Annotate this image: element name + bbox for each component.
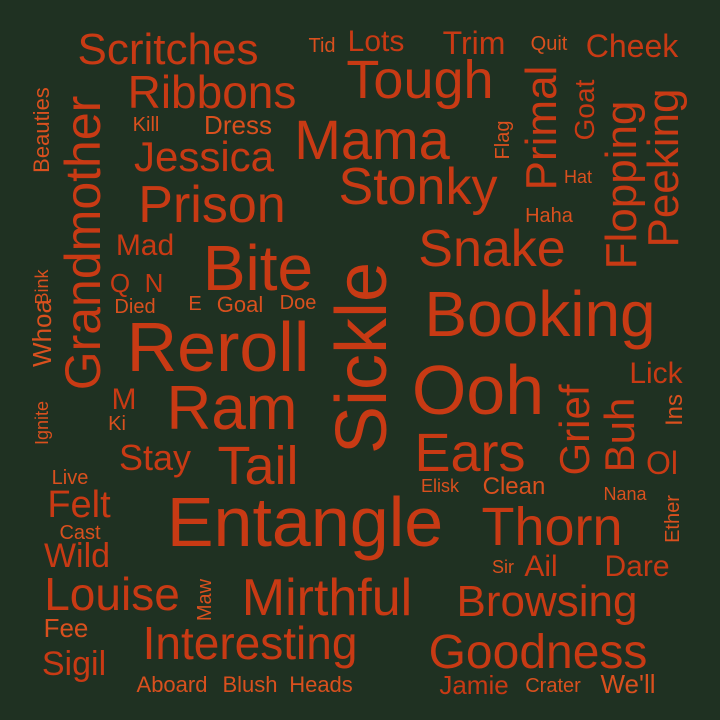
word: Snake [418,220,566,278]
word: Cheek [585,28,679,64]
word: Louise [44,568,180,620]
word: Goal [216,292,264,317]
word: We'll [600,669,656,699]
word: Kill [132,114,160,136]
word: Aboard [136,672,208,697]
word: Lick [629,357,683,390]
word: Ki [108,413,126,435]
word: Mirthful [241,569,413,627]
word: Stay [118,437,192,478]
word: Doe [279,292,317,314]
word: Peeking [639,88,688,248]
word: Blush [222,672,278,697]
word: Dare [604,550,670,583]
word: Ol [646,445,678,481]
word: Scritches [77,25,259,74]
word: Felt [47,484,111,526]
word: Maw [194,578,216,622]
word: Flag [492,120,514,160]
word: Live [51,467,89,489]
word: E [188,293,202,315]
word: Jamie [439,670,509,700]
word: Hat [563,167,593,187]
word: Interesting [142,617,358,669]
word: Flopping [597,100,646,270]
word: Heads [289,672,353,697]
word: Primal [517,65,566,191]
word: Ins [661,393,688,427]
word: Ignite [32,400,52,446]
word: Bite [202,232,314,304]
word: Quit [530,33,568,55]
word: Goat [569,79,600,141]
word: Ooh [411,351,545,429]
word: Sickle [322,261,402,455]
word: Died [114,296,156,318]
word: Grief [551,384,598,476]
word: Stonky [338,158,498,216]
word: Lots [347,25,405,58]
word: Reroll [126,308,310,386]
word: Jessica [133,133,275,180]
word: N [144,268,164,298]
word: Ram [166,374,298,443]
word: Grandmother [55,95,111,391]
word: Sir [492,557,514,577]
word: Ether [662,495,684,543]
word: Haha [525,205,573,227]
word: M [111,383,137,416]
word: Tail [217,436,299,496]
word: Goodness [428,626,648,679]
word: Ribbons [127,66,297,118]
word: Buh [596,397,643,473]
word: Prison [138,176,286,234]
word: Dress [204,110,272,140]
word: Fee [43,613,89,643]
word: Tough [346,50,494,110]
word: Thorn [481,497,623,557]
word: Elisk [420,476,460,496]
word: Q [109,268,131,298]
word: Mad [115,229,175,262]
word: Trim [442,25,506,61]
word: Mama [294,108,450,171]
word: Ears [414,423,526,483]
word: Booking [424,278,656,350]
word: Sigil [41,645,107,683]
word: Beauties [29,87,54,173]
word: Entangle [166,483,444,561]
word: Wild [43,537,111,575]
word: Tid [308,35,336,57]
word: Clean [482,473,546,500]
word: Browsing [456,577,638,626]
word: Cast [59,522,101,544]
word: Whoa [27,299,57,367]
word: Crater [525,675,581,697]
word: Nana [603,484,647,504]
word: Ail [524,550,558,583]
